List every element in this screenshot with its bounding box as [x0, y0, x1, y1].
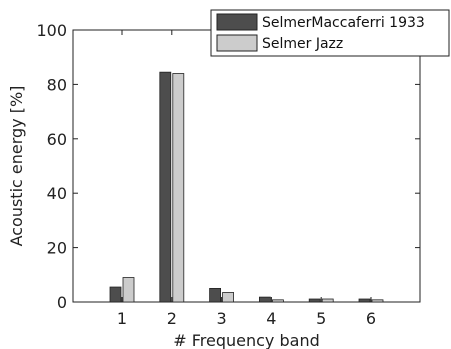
bar-series-1-band-4 — [271, 299, 284, 303]
bar-series-1-band-1 — [122, 277, 135, 303]
y-tick-label: 0 — [57, 293, 67, 312]
bar-series-0-band-6 — [358, 298, 371, 303]
bar-series-1-band-2 — [172, 73, 185, 303]
y-tick-label: 40 — [47, 184, 67, 203]
plot-frame — [72, 29, 421, 303]
bar-series-0-band-1 — [109, 286, 122, 303]
x-tick-label: 2 — [167, 309, 177, 328]
bar-series-1-band-6 — [371, 299, 384, 303]
y-axis-label: Acoustic energy [%] — [7, 86, 26, 247]
legend-label-selmer-jazz: Selmer Jazz — [262, 36, 343, 52]
y-tick-label: 100 — [36, 21, 67, 40]
x-tick-label: 1 — [117, 309, 127, 328]
legend: SelmerMaccaferri 1933 Selmer Jazz — [210, 9, 450, 57]
legend-swatch-selmer-jazz — [216, 34, 258, 52]
bars — [109, 71, 384, 303]
x-tick-label: 6 — [366, 309, 376, 328]
y-axis-ticks: 0 20 40 60 80 100 — [36, 21, 420, 312]
x-tick-label: 4 — [266, 309, 276, 328]
bar-series-1-band-5 — [321, 298, 334, 303]
bar-series-1-band-3 — [222, 292, 235, 303]
bar-series-0-band-3 — [209, 287, 222, 303]
bar-series-0-band-5 — [308, 298, 321, 303]
legend-swatch-selmer-maccaferri-1933 — [216, 13, 258, 31]
x-tick-label: 5 — [316, 309, 326, 328]
y-tick-label: 80 — [47, 75, 67, 94]
y-tick-label: 20 — [47, 239, 67, 258]
x-tick-label: 3 — [217, 309, 227, 328]
plot-area: 0 20 40 60 80 100 1 2 3 4 5 6 — [36, 21, 421, 328]
bar-series-0-band-2 — [159, 71, 172, 303]
x-axis-label: # Frequency band — [173, 331, 320, 349]
bar-series-0-band-4 — [258, 296, 271, 303]
y-tick-label: 60 — [47, 130, 67, 149]
legend-label-selmer-maccaferri-1933: SelmerMaccaferri 1933 — [262, 15, 425, 31]
